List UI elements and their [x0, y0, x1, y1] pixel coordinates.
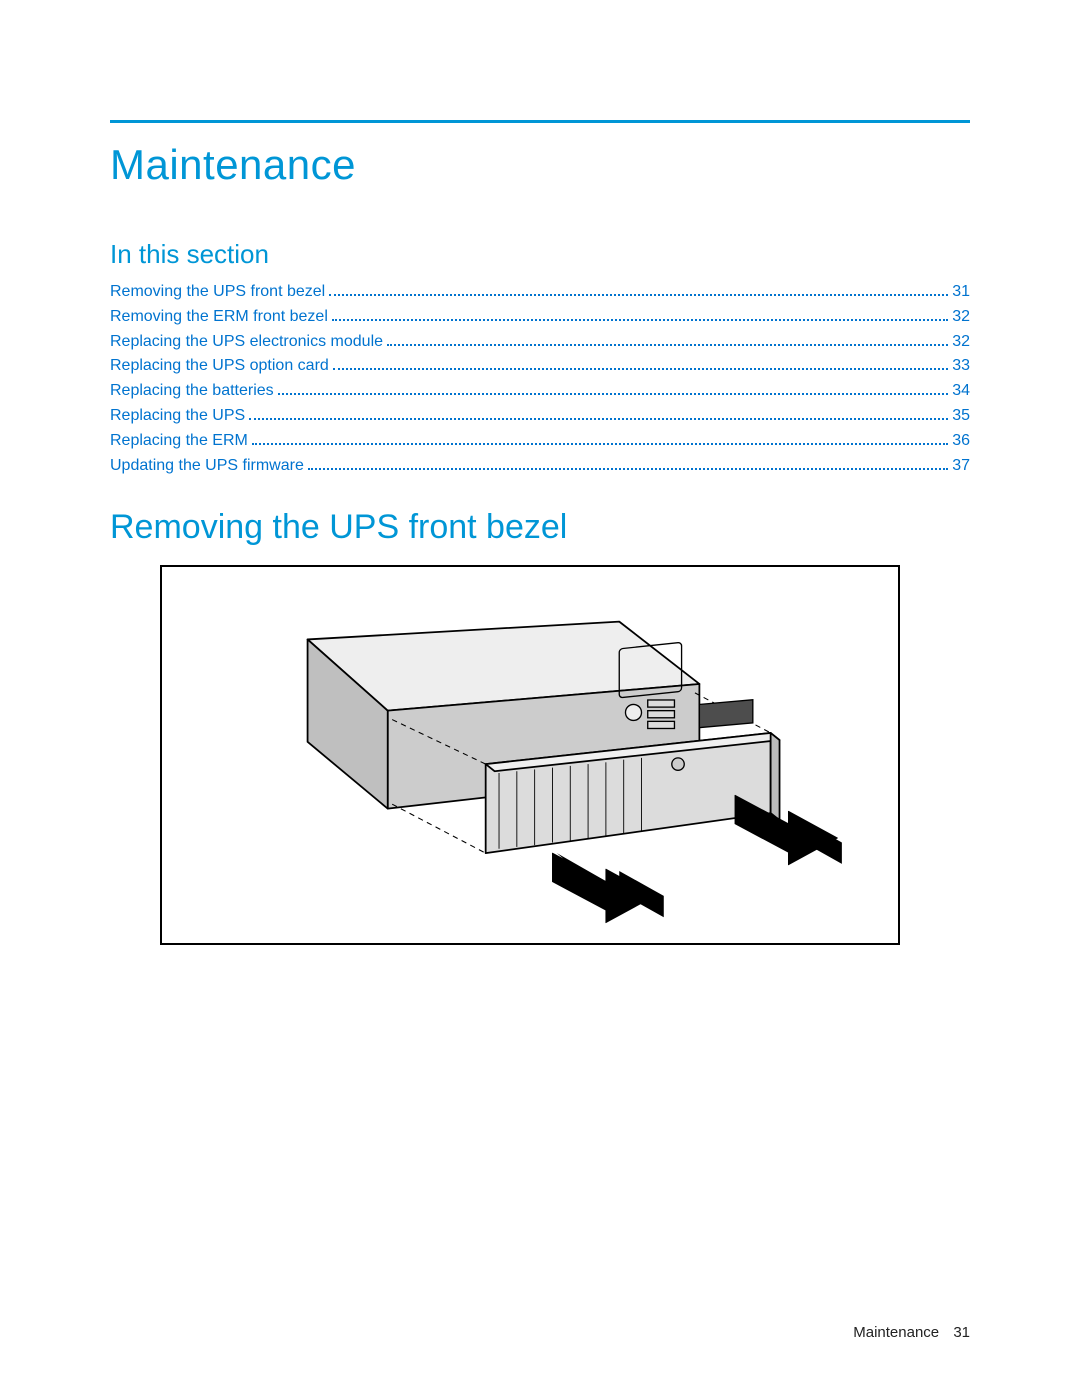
ups-bezel-diagram	[199, 586, 861, 924]
toc-page-number[interactable]: 33	[952, 354, 970, 379]
toc-leader-dots	[332, 306, 948, 320]
footer-section-label: Maintenance	[853, 1324, 939, 1341]
toc-row: Replacing the UPS electronics module 32	[110, 330, 970, 355]
toc-leader-dots	[252, 430, 948, 444]
toc-link[interactable]: Replacing the UPS	[110, 404, 245, 429]
table-of-contents: Removing the UPS front bezel31Removing t…	[110, 280, 970, 478]
toc-page-number[interactable]: 37	[952, 454, 970, 479]
toc-row: Removing the UPS front bezel 31	[110, 280, 970, 305]
toc-link[interactable]: Updating the UPS firmware	[110, 454, 304, 479]
page-footer: Maintenance 31	[853, 1324, 970, 1341]
toc-row: Replacing the ERM 36	[110, 429, 970, 454]
toc-leader-dots	[249, 406, 948, 420]
toc-page-number[interactable]: 31	[952, 280, 970, 305]
toc-link[interactable]: Removing the ERM front bezel	[110, 305, 328, 330]
toc-page-number[interactable]: 32	[952, 330, 970, 355]
toc-row: Replacing the batteries 34	[110, 379, 970, 404]
top-rule	[110, 120, 970, 123]
toc-row: Replacing the UPS 35	[110, 404, 970, 429]
toc-leader-dots	[278, 381, 949, 395]
page-title: Maintenance	[110, 141, 970, 189]
toc-leader-dots	[387, 331, 948, 345]
toc-link[interactable]: Replacing the UPS option card	[110, 354, 329, 379]
in-this-section-heading: In this section	[110, 239, 970, 270]
toc-page-number[interactable]: 36	[952, 429, 970, 454]
toc-page-number[interactable]: 32	[952, 305, 970, 330]
section-heading: Removing the UPS front bezel	[110, 508, 970, 547]
toc-leader-dots	[333, 356, 948, 370]
toc-leader-dots	[329, 282, 948, 296]
toc-page-number[interactable]: 34	[952, 379, 970, 404]
toc-row: Replacing the UPS option card 33	[110, 354, 970, 379]
toc-link[interactable]: Removing the UPS front bezel	[110, 280, 325, 305]
figure-frame	[160, 565, 900, 945]
toc-link[interactable]: Replacing the ERM	[110, 429, 248, 454]
toc-link[interactable]: Replacing the batteries	[110, 379, 274, 404]
toc-leader-dots	[308, 455, 948, 469]
toc-link[interactable]: Replacing the UPS electronics module	[110, 330, 383, 355]
footer-page-number: 31	[953, 1324, 970, 1341]
toc-row: Updating the UPS firmware 37	[110, 454, 970, 479]
toc-page-number[interactable]: 35	[952, 404, 970, 429]
toc-row: Removing the ERM front bezel 32	[110, 305, 970, 330]
